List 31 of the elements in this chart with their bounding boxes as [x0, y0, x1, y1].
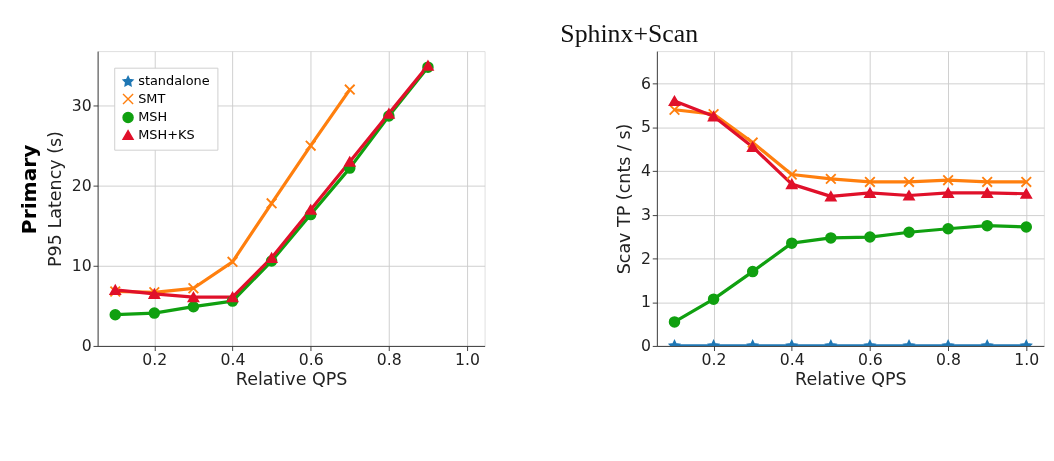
chart-title: Sphinx+Scan	[560, 18, 699, 48]
y-tick-label: 30	[71, 95, 92, 115]
x-tick-label: 0.4	[779, 349, 805, 369]
x-tick-label: 0.2	[701, 349, 727, 369]
x-axis-title: Relative QPS	[795, 369, 907, 390]
x-tick-label: 1.0	[1014, 349, 1040, 369]
legend-label: MSH+KS	[138, 126, 195, 142]
x-tick-label: 0.8	[376, 349, 402, 369]
x-axis-title: Relative QPS	[235, 369, 348, 390]
y-axis-title: P95 Latency (s)	[44, 131, 65, 267]
y-tick-label: 20	[71, 175, 92, 195]
legend-label: standalone	[138, 73, 210, 89]
x-tick-label: 0.4	[220, 349, 246, 369]
y-tick-label: 6	[640, 73, 651, 93]
text: Primary	[16, 144, 41, 235]
y-tick-label: 0	[640, 336, 651, 356]
y-tick-label: 1	[640, 292, 651, 312]
y-tick-label: 3	[640, 204, 651, 224]
legend-label: MSH	[138, 109, 168, 125]
y-tick-label: 4	[640, 161, 651, 181]
y-tick-label: 0	[81, 336, 92, 356]
y-tick-label: 10	[71, 255, 92, 275]
y-tick-label: 5	[640, 117, 651, 137]
y-tick-label: 2	[640, 248, 651, 268]
legend-label: SMT	[138, 90, 166, 106]
x-tick-label: 1.0	[455, 349, 480, 369]
x-tick-label: 0.6	[298, 349, 324, 369]
x-tick-label: 0.2	[142, 349, 168, 369]
y-axis-title: Scav TP (cnts / s)	[613, 123, 634, 275]
x-tick-label: 0.8	[936, 349, 962, 369]
x-tick-label: 0.6	[857, 349, 883, 369]
